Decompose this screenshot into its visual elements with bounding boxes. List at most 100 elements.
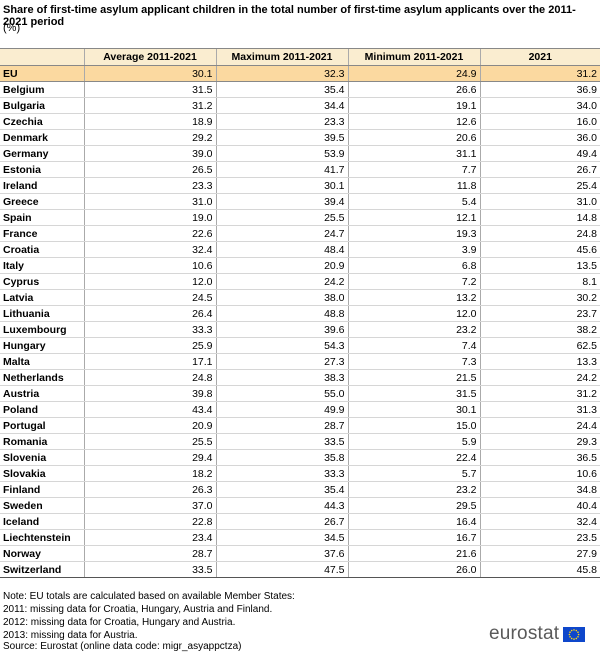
table-cell: 23.2 (347, 481, 480, 498)
row-label: Norway (0, 545, 84, 562)
table-cell: 48.4 (215, 241, 348, 258)
table-cell: 12.0 (347, 305, 480, 322)
row-label: Portugal (0, 417, 84, 434)
table-cell: 62.5 (479, 337, 600, 354)
table-cell: 19.3 (347, 225, 480, 242)
table-cell: 29.3 (479, 433, 600, 450)
table-cell: 41.7 (215, 161, 348, 178)
row-label: Austria (0, 385, 84, 402)
table-cell: 26.4 (83, 305, 216, 322)
row-label: Latvia (0, 289, 84, 306)
row-label: Germany (0, 145, 84, 162)
table-cell: 31.0 (479, 193, 600, 210)
table-cell: 31.2 (479, 385, 600, 402)
column-header: Maximum 2011-2021 (215, 48, 348, 66)
table-cell: 48.8 (215, 305, 348, 322)
table-cell: 22.8 (83, 513, 216, 530)
table-row: Hungary 25.9 54.3 7.4 62.5 (0, 337, 600, 354)
column-header: 2021 (479, 48, 600, 66)
row-label: Hungary (0, 337, 84, 354)
table-cell: 32.4 (83, 241, 216, 258)
table-cell: 33.3 (215, 465, 348, 482)
table-cell: 45.8 (479, 561, 600, 578)
table-cell: 25.4 (479, 177, 600, 194)
table-row: Malta 17.1 27.3 7.3 13.3 (0, 353, 600, 370)
table-row: Lithuania 26.4 48.8 12.0 23.7 (0, 305, 600, 322)
source-line: Source: Eurostat (online data code: migr… (3, 641, 242, 652)
note-line: 2011: missing data for Croatia, Hungary,… (3, 604, 273, 615)
table-cell: 39.6 (215, 321, 348, 338)
table-cell: 45.6 (479, 241, 600, 258)
row-label: Belgium (0, 81, 84, 98)
row-label: Sweden (0, 497, 84, 514)
table-row: Greece 31.0 39.4 5.4 31.0 (0, 193, 600, 210)
table-cell: 37.0 (83, 497, 216, 514)
row-label: Iceland (0, 513, 84, 530)
table-cell: 8.1 (479, 273, 600, 290)
table-cell: 34.8 (479, 481, 600, 498)
table-cell: 15.0 (347, 417, 480, 434)
table-cell: 44.3 (215, 497, 348, 514)
table-cell: 10.6 (83, 257, 216, 274)
table-row: Switzerland 33.5 47.5 26.0 45.8 (0, 561, 600, 578)
table-cell: 31.1 (347, 145, 480, 162)
notes: Note: EU totals are calculated based on … (3, 590, 295, 642)
row-label: Estonia (0, 161, 84, 178)
table-cell: 39.8 (83, 385, 216, 402)
table-row: Spain 19.0 25.5 12.1 14.8 (0, 209, 600, 226)
row-label: EU (0, 65, 84, 82)
table-row: Estonia 26.5 41.7 7.7 26.7 (0, 161, 600, 178)
table-cell: 39.4 (215, 193, 348, 210)
table-cell: 18.2 (83, 465, 216, 482)
table-cell: 25.5 (83, 433, 216, 450)
table-cell: 33.5 (215, 433, 348, 450)
table-cell: 7.7 (347, 161, 480, 178)
table-cell: 24.9 (347, 65, 480, 82)
table-cell: 23.3 (83, 177, 216, 194)
table-cell: 31.3 (479, 401, 600, 418)
table-cell: 14.8 (479, 209, 600, 226)
table-cell: 40.4 (479, 497, 600, 514)
table-row: Iceland 22.8 26.7 16.4 32.4 (0, 513, 600, 530)
table-cell: 23.4 (83, 529, 216, 546)
row-label: Switzerland (0, 561, 84, 578)
table-cell: 3.9 (347, 241, 480, 258)
row-label: Greece (0, 193, 84, 210)
table-cell: 54.3 (215, 337, 348, 354)
table-cell: 36.5 (479, 449, 600, 466)
column-header (0, 48, 84, 66)
table-cell: 5.7 (347, 465, 480, 482)
table-cell: 30.1 (83, 65, 216, 82)
row-label: Finland (0, 481, 84, 498)
table-cell: 32.3 (215, 65, 348, 82)
table-cell: 30.2 (479, 289, 600, 306)
table-cell: 26.7 (215, 513, 348, 530)
table-cell: 25.9 (83, 337, 216, 354)
table-cell: 24.8 (479, 225, 600, 242)
table-cell: 23.7 (479, 305, 600, 322)
table-cell: 23.2 (347, 321, 480, 338)
table-cell: 43.4 (83, 401, 216, 418)
note-line: 2012: missing data for Croatia, Hungary … (3, 617, 236, 628)
table-cell: 31.0 (83, 193, 216, 210)
table-row: Sweden 37.0 44.3 29.5 40.4 (0, 497, 600, 514)
table-cell: 29.5 (347, 497, 480, 514)
table-unit: (%) (3, 22, 21, 34)
table-cell: 30.1 (347, 401, 480, 418)
column-header: Minimum 2011-2021 (347, 48, 480, 66)
row-label: Slovakia (0, 465, 84, 482)
table-cell: 29.4 (83, 449, 216, 466)
table-cell: 13.3 (479, 353, 600, 370)
row-label: Ireland (0, 177, 84, 194)
table-row: Germany 39.0 53.9 31.1 49.4 (0, 145, 600, 162)
table-cell: 31.2 (479, 65, 600, 82)
table-row: Belgium 31.5 35.4 26.6 36.9 (0, 81, 600, 98)
table-row: Slovenia 29.4 35.8 22.4 36.5 (0, 449, 600, 466)
table-cell: 11.8 (347, 177, 480, 194)
table-row: Liechtenstein 23.4 34.5 16.7 23.5 (0, 529, 600, 546)
table-row: Bulgaria 31.2 34.4 19.1 34.0 (0, 97, 600, 114)
row-label: Slovenia (0, 449, 84, 466)
table-title: Share of first-time asylum applicant chi… (3, 4, 576, 28)
table-cell: 49.4 (479, 145, 600, 162)
row-label: Cyprus (0, 273, 84, 290)
